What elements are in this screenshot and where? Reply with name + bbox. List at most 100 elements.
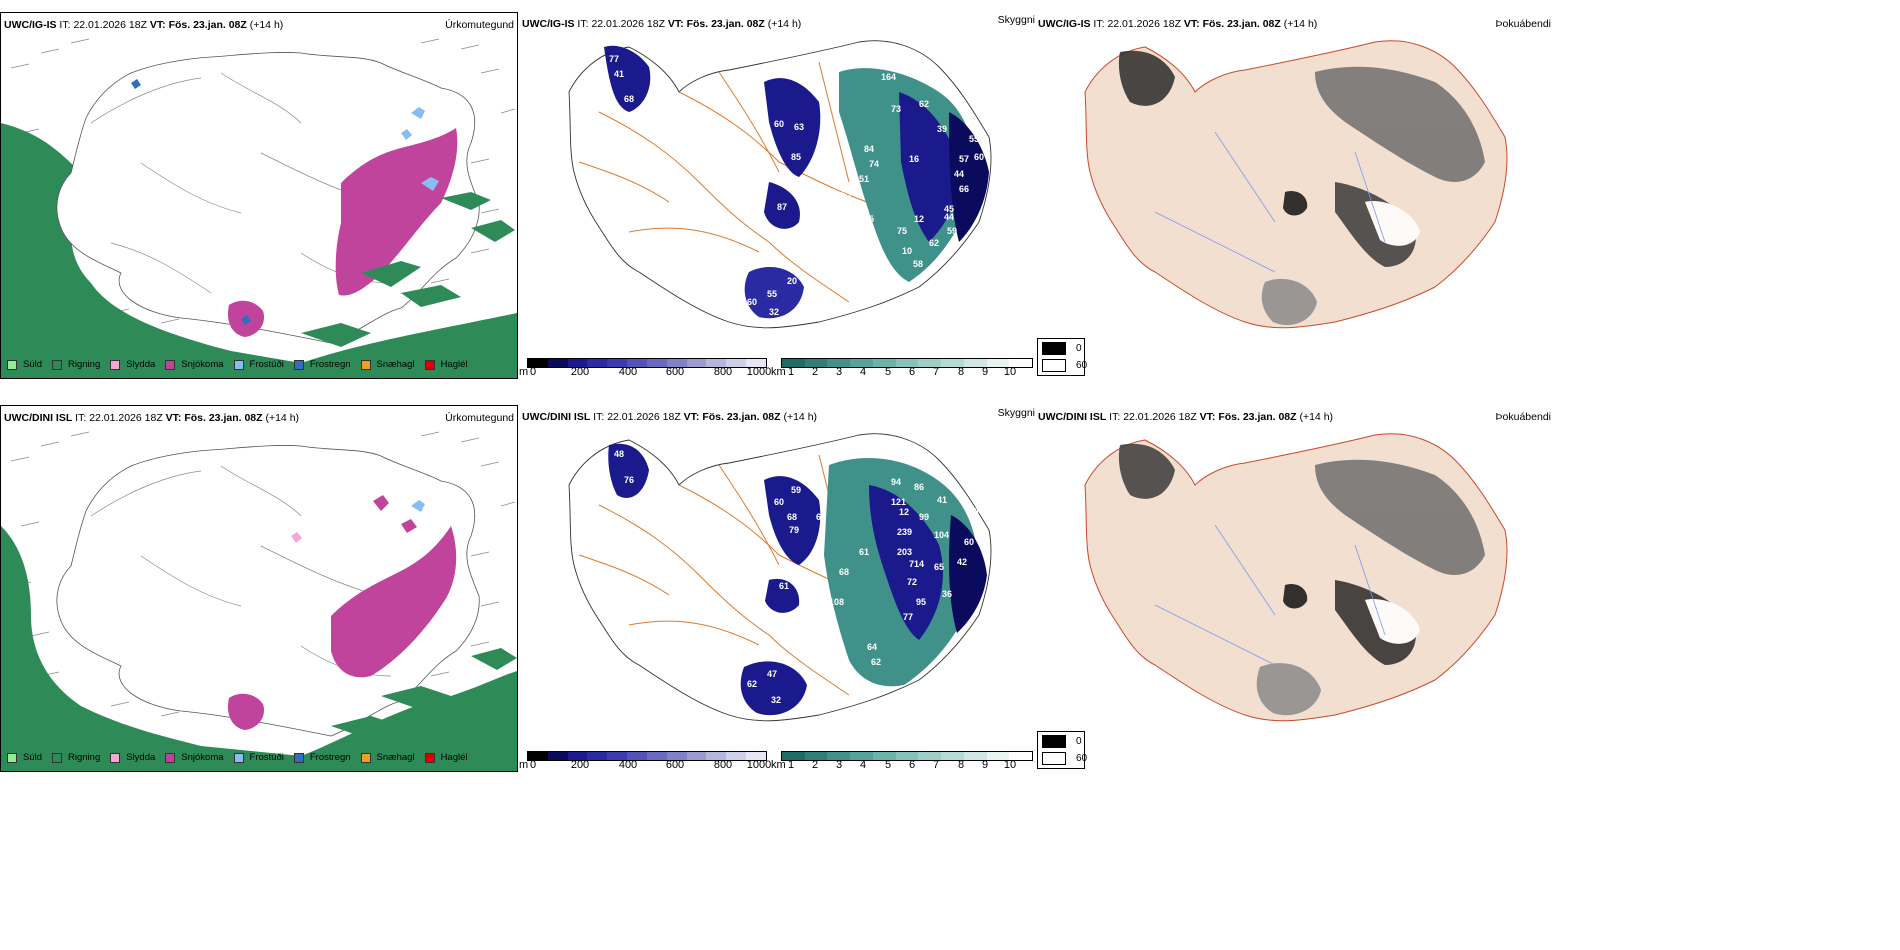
svg-text:121: 121 (891, 497, 906, 507)
svg-text:20: 20 (787, 276, 797, 286)
precip-type-panel-top: UWC/IG-IS IT: 22.01.2026 18Z VT: Fös. 23… (0, 12, 518, 379)
panel-field-label: Þokuábendi (1495, 411, 1551, 423)
svg-text:60: 60 (774, 497, 784, 507)
svg-text:41: 41 (614, 69, 624, 79)
svg-text:60: 60 (964, 537, 974, 547)
ceiling-ticks: 0 200 400 600 800 1000 (529, 759, 772, 771)
panel-field-label: Þokuábendi (1495, 18, 1551, 30)
panel-field-label: Úrkomutegund (445, 19, 514, 31)
svg-text:60: 60 (974, 152, 984, 162)
svg-text:63: 63 (841, 189, 851, 199)
svg-text:63: 63 (794, 122, 804, 132)
svg-text:83: 83 (821, 159, 831, 169)
fog-panel-bottom: UWC/DINI ISL IT: 22.01.2026 18Z VT: Fös.… (1035, 405, 1555, 772)
svg-text:10: 10 (902, 246, 912, 256)
svg-text:47: 47 (767, 669, 777, 679)
panel-field-label: Skyggni (997, 14, 1035, 26)
svg-text:85: 85 (864, 214, 874, 224)
svg-text:48: 48 (614, 449, 624, 459)
panel-field-label: Úrkomutegund (445, 412, 514, 424)
legend-item: Rigning (52, 359, 100, 370)
fog-legend: 0 60 (1037, 731, 1087, 769)
visibility-ticks: 1 2 3 4 5 6 7 8 9 10 (787, 366, 1017, 378)
legend-item: Súld (7, 752, 42, 763)
ceiling-unit: m (519, 366, 529, 378)
svg-text:73: 73 (891, 104, 901, 114)
precip-map (1, 38, 517, 378)
svg-text:86: 86 (914, 482, 924, 492)
svg-text:74: 74 (869, 159, 879, 169)
visibility-colorbar (781, 358, 1033, 368)
legend-item: Súld (7, 359, 42, 370)
svg-text:62: 62 (871, 657, 881, 667)
cloud-base-panel-bottom: UWC/DINI ISL IT: 22.01.2026 18Z VT: Fös.… (519, 405, 1035, 772)
svg-text:58: 58 (913, 259, 923, 269)
svg-text:68: 68 (787, 512, 797, 522)
svg-text:61: 61 (779, 581, 789, 591)
svg-text:54: 54 (969, 505, 979, 515)
legend-item: Haglél (424, 359, 468, 370)
legend-item: Slydda (110, 752, 155, 763)
panel-title: UWC/IG-IS IT: 22.01.2026 18Z VT: Fös. 23… (4, 19, 284, 31)
svg-text:51: 51 (859, 174, 869, 184)
svg-text:68: 68 (839, 567, 849, 577)
panel-field-label: Skyggni (997, 407, 1035, 419)
svg-text:44: 44 (944, 212, 954, 222)
svg-text:59: 59 (947, 226, 957, 236)
svg-text:65: 65 (934, 562, 944, 572)
panel-title: UWC/DINI ISL IT: 22.01.2026 18Z VT: Fös.… (1038, 411, 1334, 423)
svg-text:33: 33 (869, 272, 879, 282)
legend-item: Rigning (52, 752, 100, 763)
svg-text:72: 72 (907, 577, 917, 587)
svg-text:99: 99 (919, 512, 929, 522)
svg-text:39: 39 (937, 124, 947, 134)
svg-text:247: 247 (847, 232, 862, 242)
fog-panel-top: UWC/IG-IS IT: 22.01.2026 18Z VT: Fös. 23… (1035, 12, 1555, 379)
svg-text:62: 62 (919, 99, 929, 109)
legend-item: Frostregn (293, 752, 351, 763)
legend-item: Frostúði (233, 359, 284, 370)
legend-item: Haglél (424, 752, 468, 763)
visibility-unit: km (771, 759, 786, 771)
precip-legend: Súld Rigning Slydda Snjókoma Frostúði Fr… (7, 359, 478, 370)
svg-text:102: 102 (831, 219, 846, 229)
precip-legend: Súld Rigning Slydda Snjókoma Frostúði Fr… (7, 752, 478, 763)
visibility-ticks: 1 2 3 4 5 6 7 8 9 10 (787, 759, 1017, 771)
fog-legend: 0 60 (1037, 338, 1087, 376)
legend-item: Snjókoma (165, 359, 224, 370)
cloud-base-panel-top: UWC/IG-IS IT: 22.01.2026 18Z VT: Fös. 23… (519, 12, 1035, 379)
svg-text:61: 61 (859, 547, 869, 557)
panel-title: UWC/DINI ISL IT: 22.01.2026 18Z VT: Fös.… (522, 411, 818, 423)
svg-text:36: 36 (942, 589, 952, 599)
svg-text:64: 64 (867, 642, 877, 652)
svg-text:79: 79 (789, 525, 799, 535)
legend-item: Slydda (110, 359, 155, 370)
svg-text:104: 104 (934, 530, 949, 540)
ceiling-colorbar (527, 358, 767, 368)
svg-text:77: 77 (609, 54, 619, 64)
legend-item: Frostregn (293, 359, 351, 370)
ceiling-unit: m (519, 759, 529, 771)
svg-text:203: 203 (897, 547, 912, 557)
svg-text:164: 164 (881, 72, 896, 82)
svg-text:66: 66 (959, 184, 969, 194)
panel-title: UWC/IG-IS IT: 22.01.2026 18Z VT: Fös. 23… (1038, 18, 1318, 30)
legend-item: Snæhagl (360, 359, 415, 370)
svg-text:68: 68 (624, 94, 634, 104)
svg-text:45: 45 (944, 204, 954, 214)
ceiling-colorbar (527, 751, 767, 761)
svg-text:108: 108 (829, 597, 844, 607)
svg-text:77: 77 (817, 139, 827, 149)
panel-title: UWC/DINI ISL IT: 22.01.2026 18Z VT: Fös.… (4, 412, 300, 424)
svg-text:57: 57 (959, 154, 969, 164)
ceiling-ticks: 0 200 400 600 800 1000 (529, 366, 772, 378)
svg-text:12: 12 (899, 507, 909, 517)
precip-type-panel-bottom: UWC/DINI ISL IT: 22.01.2026 18Z VT: Fös.… (0, 405, 518, 772)
panel-title: UWC/IG-IS IT: 22.01.2026 18Z VT: Fös. 23… (522, 18, 802, 30)
svg-text:59: 59 (791, 485, 801, 495)
legend-item: Snjókoma (165, 752, 224, 763)
legend-item: Frostúði (233, 752, 284, 763)
svg-text:239: 239 (897, 527, 912, 537)
